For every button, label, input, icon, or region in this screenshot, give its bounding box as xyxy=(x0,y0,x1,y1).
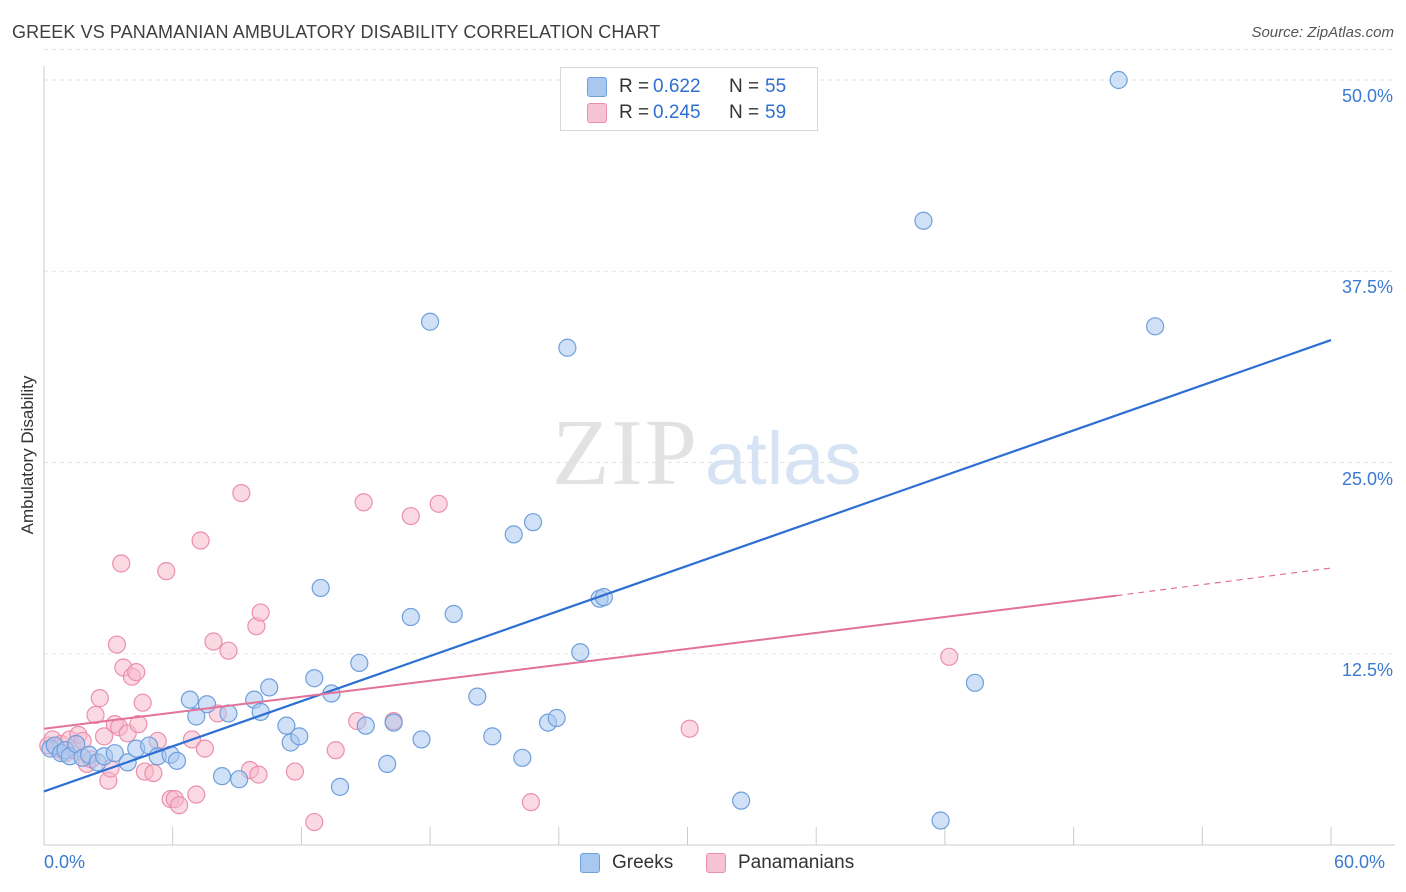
greeks-point-40 xyxy=(444,604,463,624)
greeks-point-41 xyxy=(468,687,487,706)
panamanians-point-40 xyxy=(232,484,251,503)
greeks-legend-label: Greeks xyxy=(612,852,674,873)
panamanians-legend-swatch xyxy=(706,853,726,873)
panamanians-point-53 xyxy=(521,793,541,812)
panamanians-point-51 xyxy=(401,506,420,526)
panamanians-point-35 xyxy=(191,531,210,550)
greeks-point-18 xyxy=(187,707,206,726)
data-points xyxy=(39,70,1165,832)
chart-title: GREEK VS PANAMANIAN AMBULATORY DISABILIT… xyxy=(12,22,661,42)
stats-legend: R = 0.622 N = 55 R = 0.245 N = 59 xyxy=(560,67,818,131)
panamanians-point-24 xyxy=(129,715,148,734)
greeks-point-20 xyxy=(212,767,232,786)
panamanians-point-55 xyxy=(940,647,959,666)
panamanians-point-34 xyxy=(187,785,206,804)
panamanians-point-39 xyxy=(219,641,238,660)
panamanians-point-52 xyxy=(429,494,448,513)
greeks-point-28 xyxy=(290,727,309,746)
greeks-r-value: 0.622 xyxy=(653,76,701,97)
grid-lines xyxy=(44,48,1395,655)
greeks-point-37 xyxy=(401,607,420,627)
panamanians-point-47 xyxy=(326,741,345,760)
greeks-point-57 xyxy=(1146,317,1165,336)
source-credit: Source: ZipAtlas.com xyxy=(1251,24,1394,41)
greeks-point-42 xyxy=(483,727,502,746)
x-tick-label-min: 0.0% xyxy=(44,852,86,872)
panamanians-point-44 xyxy=(249,765,268,784)
greeks-point-47 xyxy=(547,708,566,728)
panamanians-point-13 xyxy=(94,727,114,746)
greeks-point-39 xyxy=(421,312,440,331)
greeks-point-43 xyxy=(504,525,523,544)
panamanians-point-36 xyxy=(195,739,214,758)
greeks-point-44 xyxy=(513,748,532,767)
axes xyxy=(43,66,1395,846)
panamanians-point-37 xyxy=(204,632,223,651)
panamanians-point-45 xyxy=(285,762,305,781)
greeks-n-label: N = xyxy=(729,76,760,97)
panamanians-point-19 xyxy=(112,554,131,573)
greeks-point-53 xyxy=(914,211,933,230)
panamanians-point-17 xyxy=(107,635,127,654)
greeks-point-54 xyxy=(931,811,950,830)
y-tick-label-3: 50.0% xyxy=(1341,86,1393,106)
greeks-point-16 xyxy=(167,751,187,770)
greeks-r-label: R = xyxy=(619,76,650,97)
y-axis-title: Ambulatory Disability xyxy=(18,375,37,535)
panamanians-point-11 xyxy=(86,705,105,725)
panamanians-n-value: 59 xyxy=(765,102,787,123)
greeks-point-49 xyxy=(571,643,590,662)
greeks-swatch xyxy=(587,77,607,97)
panamanians-r-value: 0.245 xyxy=(653,102,701,123)
panamanians-point-12 xyxy=(90,689,109,708)
panamanians-point-23 xyxy=(127,663,146,682)
greeks-point-10 xyxy=(105,744,124,763)
panamanians-trend-line-1 xyxy=(43,594,1117,730)
greeks-n-value: 55 xyxy=(765,76,787,97)
greeks-point-48 xyxy=(558,338,577,357)
y-tick-label-2: 37.5% xyxy=(1341,277,1393,298)
greeks-point-26 xyxy=(277,716,296,735)
greeks-point-33 xyxy=(350,653,369,673)
panamanians-point-54 xyxy=(680,719,699,738)
greeks-point-30 xyxy=(311,578,330,598)
y-tick-label-0: 12.5% xyxy=(1341,659,1393,680)
panamanians-r-label: R = xyxy=(619,102,650,123)
greeks-legend-swatch xyxy=(580,853,600,873)
panamanians-swatch xyxy=(587,103,607,123)
greeks-point-25 xyxy=(260,678,279,697)
greeks-point-34 xyxy=(356,716,375,735)
greeks-point-56 xyxy=(1109,70,1128,90)
panamanians-point-29 xyxy=(157,562,176,581)
greeks-point-55 xyxy=(965,673,985,692)
panamanians-point-46 xyxy=(305,812,324,832)
panamanians-point-25 xyxy=(133,693,152,712)
y-tick-label-1: 25.0% xyxy=(1341,468,1393,489)
greeks-trend-line-0 xyxy=(43,339,1332,793)
panamanians-point-32 xyxy=(170,796,189,815)
greeks-point-22 xyxy=(230,770,249,789)
greeks-point-32 xyxy=(330,777,350,796)
greeks-point-52 xyxy=(732,791,751,810)
greeks-point-38 xyxy=(412,730,431,749)
x-tick-label-max: 60.0% xyxy=(1334,852,1386,872)
trend-lines xyxy=(43,339,1332,793)
panamanians-point-27 xyxy=(144,763,163,783)
greeks-point-35 xyxy=(378,754,397,774)
greeks-point-17 xyxy=(180,690,199,709)
greeks-point-45 xyxy=(523,513,543,532)
panamanians-point-43 xyxy=(251,603,270,622)
greeks-point-36 xyxy=(384,713,403,732)
panamanians-point-49 xyxy=(354,493,373,512)
panamanians-legend-label: Panamanians xyxy=(738,852,855,873)
greeks-point-29 xyxy=(305,669,324,688)
panamanians-n-label: N = xyxy=(729,102,760,123)
panamanians-trend-line-2 xyxy=(1116,567,1332,597)
